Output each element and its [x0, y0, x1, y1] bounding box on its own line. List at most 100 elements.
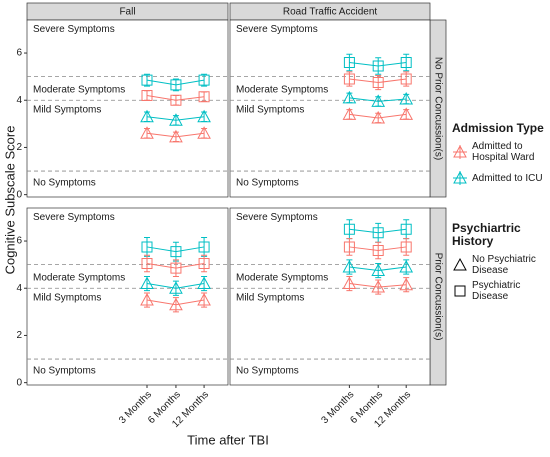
panel: [229, 207, 431, 386]
error-bar: [346, 238, 353, 256]
annotation: Moderate Symptoms: [33, 272, 125, 283]
annotation: No Symptoms: [236, 177, 299, 188]
legend-item: No Psychiatric Disease: [452, 252, 548, 278]
y-tick-label: 0: [16, 377, 22, 388]
marker: [169, 281, 183, 294]
marker: [399, 107, 414, 120]
marker: [141, 241, 153, 253]
legend-item: Psychiatric Disease: [452, 278, 548, 304]
annotation: Severe Symptoms: [236, 24, 318, 35]
annotation: Moderate Symptoms: [236, 272, 328, 283]
facet-label: Fall: [119, 7, 135, 18]
marker: [198, 241, 210, 253]
marker: [371, 280, 386, 293]
legend-item: Admitted to Hospital Ward: [452, 139, 548, 165]
annotation: No Symptoms: [33, 177, 96, 188]
error-bar: [201, 254, 208, 273]
legend-key: [454, 285, 466, 297]
error-bar: [201, 73, 208, 87]
marker: [371, 94, 386, 107]
error-bar: [375, 57, 382, 75]
annotation: Mild Symptoms: [33, 292, 101, 303]
marker: [141, 74, 153, 86]
y-tick-label: 6: [16, 48, 22, 59]
marker: [343, 73, 355, 85]
marker: [371, 263, 386, 277]
chart: Fall Road Traffic Accident No Prior Concus…: [2, 2, 447, 447]
marker: [400, 223, 412, 235]
marker: [140, 276, 154, 290]
y-axis-title: Cognitive Subscale Score: [2, 126, 17, 275]
marker: [170, 94, 182, 106]
marker: [342, 107, 357, 120]
marker: [400, 73, 412, 85]
marker: [197, 292, 211, 306]
marker: [197, 126, 211, 139]
facet-label: Prior Concussion(s): [432, 253, 443, 341]
marker: [140, 109, 154, 123]
marker: [343, 241, 355, 253]
legend-item: Admitted to ICU: [452, 165, 548, 191]
error-bar: [403, 53, 410, 72]
annotation: Severe Symptoms: [236, 212, 318, 223]
marker: [372, 244, 384, 256]
marker: [169, 297, 183, 311]
marker: [198, 91, 210, 103]
marker: [198, 257, 210, 269]
panel: [26, 207, 229, 386]
marker: [170, 79, 182, 91]
annotation: No Symptoms: [236, 365, 299, 376]
marker: [169, 129, 183, 143]
legend-key: [453, 144, 467, 159]
marker: [372, 77, 384, 89]
annotation: Moderate Symptoms: [236, 84, 328, 95]
y-tick-label: 4: [16, 95, 22, 106]
marker: [197, 276, 211, 290]
legend-key-marker: [454, 285, 466, 297]
legend-key-marker: [453, 170, 467, 184]
marker: [198, 74, 210, 86]
legend-label: Admitted to Hospital Ward: [472, 141, 535, 163]
error-bar: [403, 238, 410, 256]
error-bar: [172, 78, 179, 92]
legend-title: Psychiartric History: [452, 221, 521, 248]
marker: [342, 90, 357, 104]
marker: [343, 223, 355, 235]
x-axis-title: Time after TBI: [187, 432, 269, 447]
marker: [141, 257, 153, 269]
legend-label: Psychiatric Disease: [472, 280, 521, 302]
error-bar: [143, 73, 150, 87]
annotation: Moderate Symptoms: [33, 84, 125, 95]
y-tick-label: 0: [16, 189, 22, 200]
marker: [170, 262, 182, 274]
error-bar: [375, 241, 382, 260]
annotation: Severe Symptoms: [33, 24, 115, 35]
marker: [399, 259, 414, 273]
legend-title: Admission Type: [452, 121, 544, 135]
marker: [372, 227, 384, 239]
legend-label: Admitted to ICU: [472, 172, 543, 184]
marker: [197, 109, 211, 123]
marker: [399, 277, 414, 291]
annotation: Mild Symptoms: [236, 292, 304, 303]
annotation: No Symptoms: [33, 365, 96, 376]
error-bar: [172, 259, 179, 277]
marker: [372, 60, 384, 72]
annotation: Mild Symptoms: [236, 104, 304, 115]
y-tick-label: 2: [16, 142, 22, 153]
panel: [229, 19, 431, 198]
legend-group: Admission Type Admitted to Hospital Ward A…: [452, 122, 548, 191]
marker: [342, 259, 357, 273]
marker: [140, 126, 154, 139]
marker: [400, 241, 412, 253]
marker: [170, 246, 182, 258]
marker: [343, 56, 355, 68]
y-tick-label: 2: [16, 330, 22, 341]
facet-label: No Prior Concussion(s): [432, 57, 443, 160]
facet-label: Road Traffic Accident: [283, 7, 378, 18]
marker: [169, 113, 183, 126]
legend-key: [453, 257, 467, 271]
marker: [140, 292, 154, 306]
legend-label: No Psychiatric Disease: [472, 254, 536, 276]
